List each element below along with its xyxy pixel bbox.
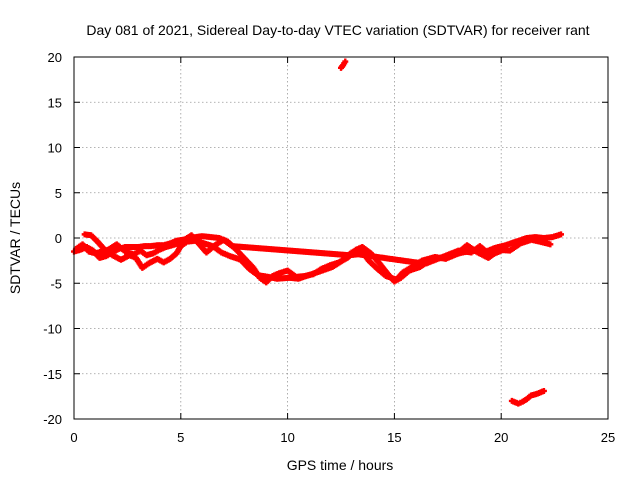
y-axis-title: SDTVAR / TECUs [7, 182, 23, 294]
data-point [547, 241, 554, 248]
y-tick-label: -15 [43, 367, 62, 382]
data-point [498, 247, 505, 254]
x-tick-label: 5 [177, 430, 184, 445]
y-tick-label: 20 [48, 50, 62, 65]
data-points [71, 58, 565, 407]
data-point [342, 58, 349, 65]
x-axis-title: GPS time / hours [287, 457, 394, 473]
series-group [338, 58, 349, 71]
series-group [81, 231, 554, 283]
y-tick-label: -10 [43, 322, 62, 337]
y-tick-label: 0 [55, 231, 62, 246]
x-tick-label: 25 [601, 430, 615, 445]
y-tick-label: -20 [43, 412, 62, 427]
x-axis-ticks: 0 5 10 15 20 25 [70, 57, 615, 445]
x-tick-label: 0 [70, 430, 77, 445]
x-tick-label: 10 [280, 430, 294, 445]
x-tick-label: 20 [494, 430, 508, 445]
y-tick-label: -5 [50, 276, 62, 291]
data-point [540, 387, 547, 394]
x-tick-label: 15 [387, 430, 401, 445]
series-group [73, 232, 505, 267]
y-tick-label: 10 [48, 141, 62, 156]
data-point [558, 231, 565, 238]
chart-title: Day 081 of 2021, Sidereal Day-to-day VTE… [86, 22, 589, 38]
y-axis-ticks: -20 -15 -10 -5 0 5 10 15 20 [43, 50, 608, 427]
series-group [508, 387, 547, 407]
y-tick-label: 15 [48, 95, 62, 110]
y-tick-label: 5 [55, 186, 62, 201]
